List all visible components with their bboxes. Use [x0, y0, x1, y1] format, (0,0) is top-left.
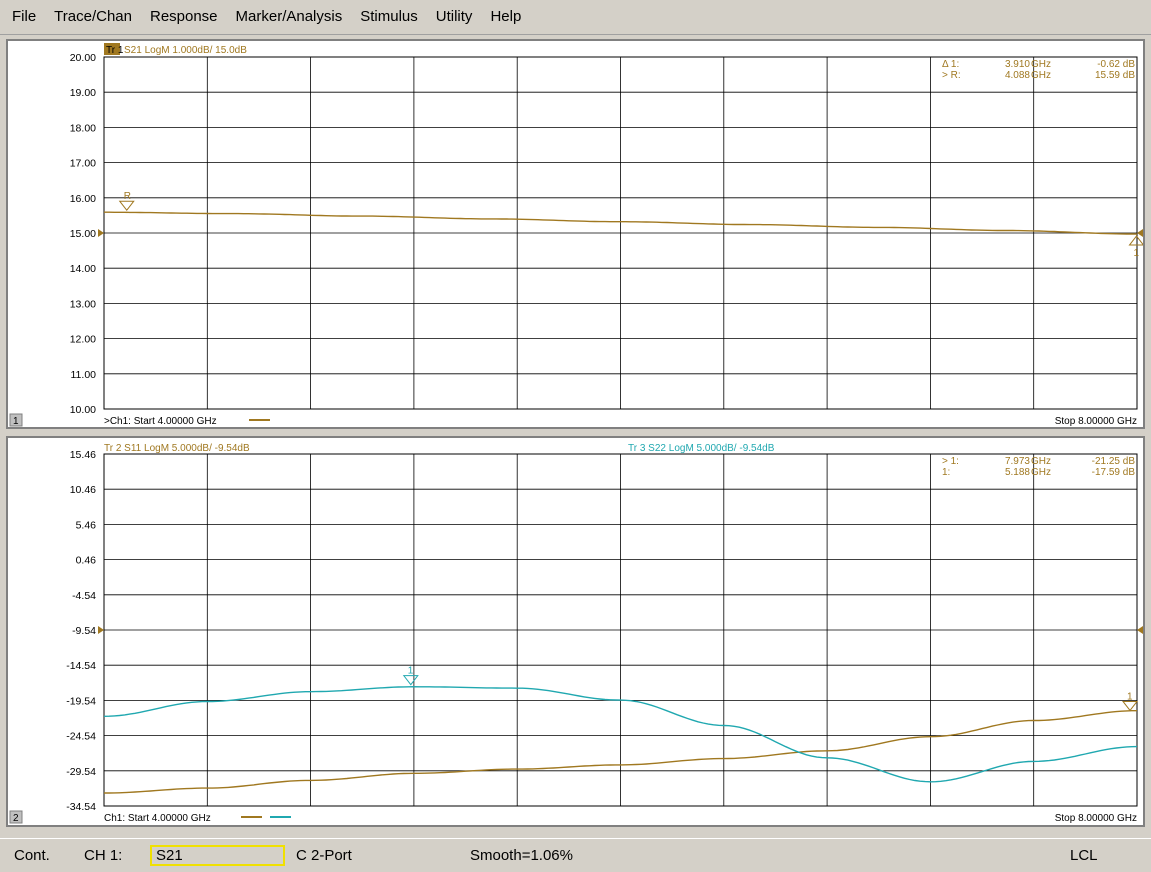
smoothing-status[interactable]: Smooth=1.06% [470, 847, 573, 864]
y-tick-label: 15.00 [70, 228, 96, 240]
graticule [103, 453, 1138, 807]
active-channel[interactable]: CH 1: [84, 847, 123, 864]
marker-readout: Δ 1: 3.910 GHz -0.62 dB > R: 4.088 GHz 15.59 dB [942, 59, 1135, 81]
stop-frequency[interactable]: Stop 8.00000 GHz [1055, 813, 1137, 824]
readout-marker-frequency: 5.188 [1005, 467, 1030, 478]
y-tick-label: 18.00 [70, 122, 96, 134]
reference-level-arrow-right[interactable] [1137, 626, 1143, 634]
menu-stimulus[interactable]: Stimulus [360, 8, 418, 25]
menu-file[interactable]: File [12, 8, 37, 25]
y-tick-label: 16.00 [70, 193, 96, 205]
trace-s21 [104, 211, 1138, 235]
y-tick-label: 20.00 [70, 52, 96, 64]
readout-marker-unit: GHz [1031, 70, 1051, 81]
menu-marker-analysis[interactable]: Marker/Analysis [235, 8, 343, 25]
trace-s11 [104, 710, 1137, 794]
reference-level-arrow[interactable] [98, 229, 104, 237]
plot-window-2[interactable]: 15.46 10.46 5.46 0.46 -4.54 -9.54 -14.54 -19.54… [8, 438, 1143, 825]
marker-r[interactable]: R [118, 191, 135, 212]
trace3-label[interactable]: Tr 3 S22 LogM 5.000dB/ -9.54dB [628, 443, 775, 454]
readout-marker-value: 15.59 dB [1095, 70, 1135, 81]
y-tick-label: 10.46 [70, 484, 96, 496]
trace-tag[interactable]: Tr 1 [106, 45, 124, 56]
marker-1[interactable]: 1 [1128, 235, 1143, 259]
readout-marker-value: -0.62 dB [1097, 59, 1135, 70]
menu-utility[interactable]: Utility [435, 8, 473, 25]
y-tick-label: -29.54 [66, 766, 96, 778]
trace2-label[interactable]: Tr 2 S11 LogM 5.000dB/ -9.54dB [104, 443, 250, 454]
y-tick-label: -19.54 [66, 695, 96, 707]
readout-marker-frequency: 4.088 [1005, 70, 1030, 81]
marker-1-label: 1 [408, 666, 414, 677]
trace-tag-bg [104, 43, 120, 55]
marker-1-triangle [402, 675, 419, 686]
menu-response[interactable]: Response [149, 8, 218, 25]
stop-frequency[interactable]: Stop 8.00000 GHz [1055, 416, 1137, 427]
local-status[interactable]: LCL [1070, 847, 1098, 864]
readout-marker-name: Δ 1: [942, 59, 959, 70]
channel-window-1[interactable]: 20.00 19.00 18.00 17.00 16.00 15.00 14.00 13.00… [6, 39, 1145, 429]
marker-1-s11[interactable]: 1 [1122, 691, 1139, 712]
y-tick-label: 10.00 [70, 404, 96, 416]
reference-level-arrow[interactable] [98, 626, 104, 634]
graticule [103, 56, 1138, 410]
y-tick-label: 0.46 [76, 555, 97, 567]
marker-readout: > 1: 7.973 GHz -21.25 dB 1: 5.188 GHz -17.59 dB [942, 456, 1135, 478]
reference-level-arrow-right[interactable] [1137, 229, 1143, 237]
status-bar: Cont. CH 1: S21 C 2-Port Smooth=1.06% LC… [0, 838, 1151, 872]
y-axis-ticks: 15.46 10.46 5.46 0.46 -4.54 -9.54 -14.54 -19.54… [66, 449, 96, 813]
marker-r-label: R [124, 191, 131, 202]
y-tick-label: 17.00 [70, 158, 96, 170]
trace-label[interactable]: S21 LogM 1.000dB/ 15.0dB [124, 45, 247, 56]
menu-trace-chan[interactable]: Trace/Chan [54, 8, 132, 25]
marker-1-label: 1 [1127, 691, 1133, 702]
y-tick-label: 13.00 [70, 298, 96, 310]
y-tick-label: 12.00 [70, 334, 96, 346]
y-tick-label: -4.54 [72, 590, 96, 602]
plot-window-1[interactable]: 20.00 19.00 18.00 17.00 16.00 15.00 14.00 13.00… [8, 41, 1143, 427]
channel-window-2[interactable]: 15.46 10.46 5.46 0.46 -4.54 -9.54 -14.54 -19.54… [6, 436, 1145, 827]
y-tick-label: 15.46 [70, 449, 96, 461]
window-number-box[interactable] [9, 413, 23, 427]
readout-marker-unit: GHz [1031, 59, 1051, 70]
readout-marker-name: 1: [942, 467, 950, 478]
y-tick-label: 19.00 [70, 87, 96, 99]
readout-marker-frequency: 3.910 [1005, 59, 1030, 70]
marker-1-s22[interactable]: 1 [402, 666, 419, 686]
y-axis-ticks: 20.00 19.00 18.00 17.00 16.00 15.00 14.00 13.00… [70, 52, 96, 416]
menu-help[interactable]: Help [490, 8, 522, 25]
marker-1-triangle [1122, 700, 1139, 712]
y-tick-label: -9.54 [72, 625, 96, 637]
y-tick-label: 14.00 [70, 263, 96, 275]
y-tick-label: -24.54 [66, 731, 96, 743]
y-tick-label: -14.54 [66, 660, 96, 672]
marker-1-label: 1 [1133, 248, 1139, 259]
y-tick-label: -34.54 [66, 801, 96, 813]
y-tick-label: 5.46 [76, 519, 97, 531]
active-parameter[interactable]: S21 [156, 847, 183, 864]
readout-marker-frequency: 7.973 [1005, 456, 1030, 467]
readout-marker-value: -17.59 dB [1092, 467, 1136, 478]
window-number: 2 [13, 813, 19, 824]
readout-marker-name: > R: [942, 70, 961, 81]
window-number: 1 [13, 416, 19, 427]
readout-marker-value: -21.25 dB [1092, 456, 1136, 467]
calibration-status[interactable]: C 2-Port [296, 847, 352, 864]
marker-r-triangle [118, 200, 135, 212]
sweep-mode[interactable]: Cont. [14, 847, 50, 864]
readout-marker-name: > 1: [942, 456, 959, 467]
readout-marker-unit: GHz [1031, 467, 1051, 478]
active-parameter-box[interactable] [150, 845, 285, 866]
y-tick-label: 11.00 [71, 369, 97, 381]
marker-1-triangle [1128, 235, 1143, 246]
window-number-box[interactable] [9, 810, 23, 824]
menu-bar: File Trace/Chan Response Marker/Analysis… [0, 0, 1151, 35]
start-frequency[interactable]: Ch1: Start 4.00000 GHz [104, 813, 211, 824]
start-frequency[interactable]: >Ch1: Start 4.00000 GHz [104, 416, 217, 427]
trace-s22 [103, 685, 1138, 783]
readout-marker-unit: GHz [1031, 456, 1051, 467]
